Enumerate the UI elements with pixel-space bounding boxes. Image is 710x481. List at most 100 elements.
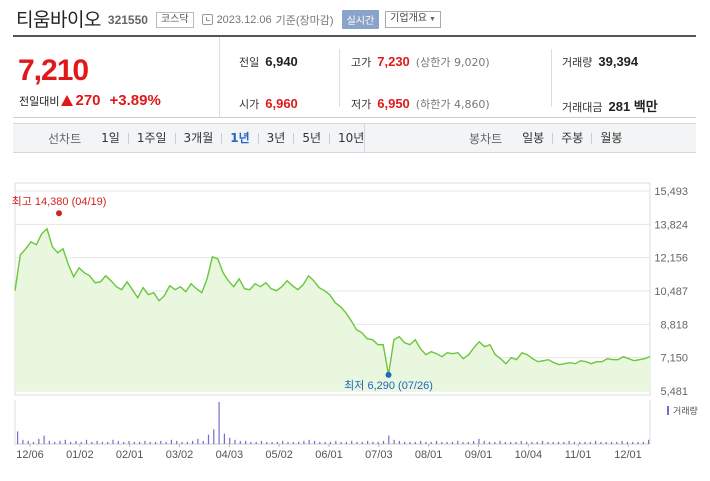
volume-bar — [70, 441, 72, 444]
tab-1d[interactable]: 1일 — [101, 130, 120, 145]
volume-bar — [287, 441, 289, 444]
y-axis-ticks: 15,493 13,824 12,156 10,487 8,818 7,150 5,481 — [654, 186, 688, 398]
change-percent: +3.89% — [109, 92, 161, 109]
x-tick-label: 04/03 — [216, 449, 244, 461]
volume-bar — [605, 441, 607, 444]
x-tick-label: 08/01 — [415, 449, 443, 461]
volume-bar — [239, 440, 241, 444]
volume-legend-label: 거래량 — [673, 405, 698, 416]
volume-bar — [541, 440, 544, 444]
volume-bar — [398, 440, 400, 444]
volume-bar — [595, 440, 597, 444]
volume-bar — [552, 441, 554, 444]
tab-monthly[interactable]: 월봉 — [591, 132, 630, 144]
volume-bar — [563, 441, 565, 444]
x-axis-ticks: 12/06 01/02 02/01 03/02 04/03 05/02 06/01 07/03… — [16, 444, 642, 461]
volume-bar — [186, 441, 188, 444]
volume-bar — [335, 440, 337, 444]
volume-bar — [637, 441, 639, 444]
volume-bar — [176, 440, 178, 444]
volume-bar — [64, 439, 66, 444]
x-tick-label: 06/01 — [315, 449, 343, 461]
volume-bar — [213, 429, 215, 444]
volume-bar — [547, 441, 549, 444]
volume-bar — [245, 440, 247, 444]
volume-bar — [451, 441, 453, 444]
volume-bar — [579, 441, 581, 444]
stat-value: 281 백만 — [608, 99, 658, 114]
volume-bar — [626, 441, 628, 444]
price-summary: 7,210 전일대비 270 +3.89% 전일 6,940 시가 6,960 고가… — [13, 35, 696, 118]
date-value: 2023.12.06 — [216, 13, 272, 26]
x-tick-label: 10/04 — [515, 449, 543, 461]
volume-bar — [414, 441, 416, 444]
volume-bar — [388, 435, 390, 444]
x-tick-label: 09/01 — [465, 449, 493, 461]
tab-3y[interactable]: 3년 — [257, 132, 294, 144]
stock-name: 티움바이오 — [16, 8, 101, 31]
tab-3m[interactable]: 3개월 — [174, 132, 222, 144]
volume-bar — [292, 441, 294, 444]
volume-bar — [276, 441, 278, 444]
line-chart-label: 선차트 — [48, 131, 82, 146]
company-overview-dropdown[interactable]: 기업개요 ▼ — [385, 11, 441, 28]
volume-bar — [520, 440, 522, 444]
volume-bar — [160, 440, 162, 444]
tab-5y[interactable]: 5년 — [293, 132, 329, 144]
volume-bar — [112, 439, 114, 444]
volume-bar — [207, 434, 210, 445]
stock-header: 티움바이오 321550 코스닥 2023.12.06 기준(장마감) 실시간 … — [16, 4, 441, 32]
volume-bar — [324, 441, 326, 444]
volume-bar — [149, 441, 151, 444]
volume-bar — [462, 441, 464, 444]
stat-label: 거래량 — [562, 56, 593, 69]
volume-bar — [107, 441, 109, 444]
chart-tab-bar: 선차트 1일 1주일 3개월 1년 3년 5년 10년 봉차트 일봉 주봉 월봉 — [13, 123, 696, 153]
volume-bar — [218, 402, 220, 444]
tab-1y[interactable]: 1년 — [221, 132, 257, 144]
volume-bar — [351, 440, 353, 444]
volume-bar — [494, 441, 496, 444]
stat-label: 고가 — [351, 56, 372, 69]
volume-bar — [303, 440, 305, 444]
volume-bar — [133, 441, 135, 444]
volume-bar — [181, 441, 183, 444]
tab-10y[interactable]: 10년 — [329, 132, 372, 144]
volume-bar — [361, 441, 363, 444]
x-tick-label: 01/02 — [66, 449, 94, 461]
tab-weekly[interactable]: 주봉 — [552, 132, 591, 144]
volume-bar — [372, 441, 374, 444]
volume-bar — [54, 441, 56, 444]
volume-bar — [123, 441, 125, 444]
volume-bar — [600, 441, 602, 444]
volume-bar — [420, 440, 422, 444]
volume-bar — [154, 441, 157, 444]
volume-bar — [128, 440, 130, 444]
y-tick-label: 5,481 — [660, 386, 688, 398]
tab-1w[interactable]: 1주일 — [127, 132, 175, 144]
volume-bar — [197, 438, 199, 445]
divider — [339, 49, 340, 107]
realtime-button[interactable]: 실시간 — [341, 10, 380, 29]
tab-daily[interactable]: 일봉 — [522, 130, 545, 145]
volume-bar — [340, 441, 342, 444]
volume-bar — [526, 441, 528, 444]
volume-bar — [271, 441, 273, 444]
price-line — [14, 227, 651, 375]
volume-bar — [250, 441, 252, 444]
volume-bar — [27, 440, 29, 444]
volume-bar — [632, 441, 634, 444]
volume-bar — [85, 439, 88, 444]
y-tick-label: 13,824 — [654, 219, 688, 231]
company-overview-label: 기업개요 — [390, 13, 427, 24]
volume-bar — [377, 441, 379, 444]
x-tick-label: 12/01 — [614, 449, 642, 461]
volume-bar — [515, 441, 517, 444]
volume-bar — [499, 440, 501, 444]
volume-bar — [488, 441, 491, 444]
volume-bar — [91, 441, 93, 444]
x-tick-label: 12/06 — [16, 449, 44, 461]
volume-bar — [504, 441, 506, 444]
max-marker-label: 최고 14,380 (04/19) — [12, 195, 107, 208]
